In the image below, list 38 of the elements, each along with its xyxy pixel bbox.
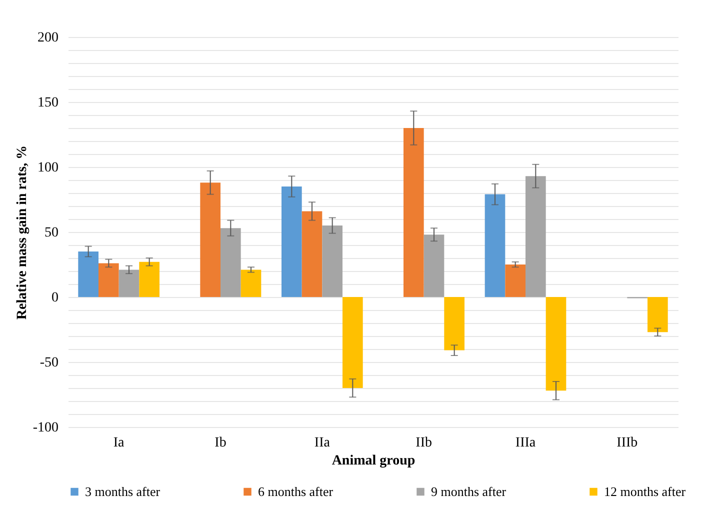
bar bbox=[220, 228, 241, 297]
x-tick-label: Ib bbox=[214, 436, 226, 450]
y-tick-label: 100 bbox=[38, 160, 58, 176]
x-axis-title: Animal group bbox=[332, 454, 416, 468]
y-axis-title: Relative mass gain in rats, % bbox=[14, 145, 30, 320]
bar bbox=[404, 128, 424, 297]
bar bbox=[484, 194, 506, 297]
bar bbox=[444, 297, 464, 350]
y-tick-label: 200 bbox=[38, 30, 58, 46]
bar bbox=[526, 176, 546, 297]
bar bbox=[302, 211, 322, 297]
bar bbox=[240, 270, 262, 297]
x-tick-label: Ia bbox=[113, 436, 126, 450]
legend-label: 3 months after bbox=[85, 484, 161, 499]
bar bbox=[505, 264, 526, 297]
y-tick-label: -100 bbox=[32, 420, 58, 436]
y-tick-label: 50 bbox=[44, 226, 58, 240]
x-tick-label: IIb bbox=[416, 436, 432, 450]
x-tick-label: IIIb bbox=[616, 436, 638, 450]
bar bbox=[342, 297, 363, 388]
bar bbox=[546, 297, 566, 391]
bar bbox=[118, 270, 140, 297]
bar bbox=[322, 226, 342, 297]
bar bbox=[139, 262, 160, 297]
x-tick-label: IIa bbox=[314, 436, 331, 450]
bar bbox=[648, 297, 668, 332]
y-tick-label: 0 bbox=[52, 290, 58, 306]
y-tick-label: 150 bbox=[38, 96, 58, 110]
bar bbox=[424, 234, 444, 297]
bar bbox=[98, 263, 119, 297]
bar bbox=[282, 186, 302, 297]
bar bbox=[78, 252, 98, 297]
legend-label: 6 months after bbox=[258, 484, 334, 499]
legend-label: 9 months after bbox=[431, 484, 507, 499]
y-tick-label: -50 bbox=[40, 356, 58, 370]
legend-label: 12 months after bbox=[604, 484, 686, 499]
bar bbox=[200, 182, 220, 297]
x-tick-label: IIIa bbox=[515, 436, 536, 450]
